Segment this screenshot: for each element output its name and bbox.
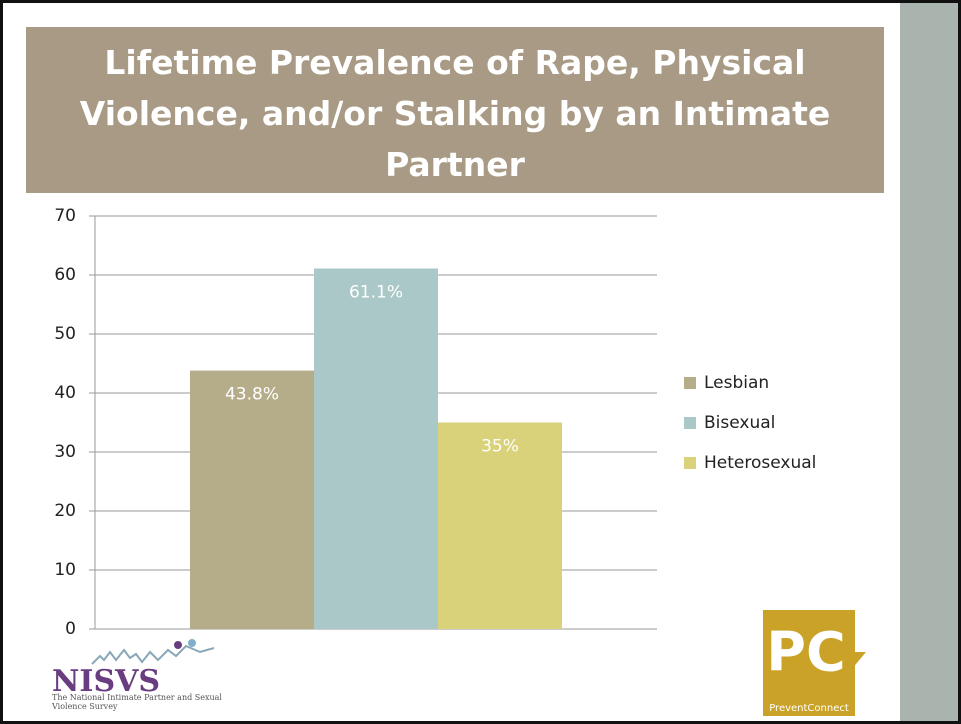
y-tick-label: 10 xyxy=(54,560,76,580)
nisvs-text: NISVS xyxy=(52,664,160,699)
bar xyxy=(314,268,438,629)
nisvs-logo: NISVS The National Intimate Partner and … xyxy=(52,639,222,711)
legend-swatch xyxy=(684,377,696,389)
legend-label: Bisexual xyxy=(704,413,775,433)
y-tick-label: 70 xyxy=(54,206,76,226)
y-tick-label: 0 xyxy=(65,619,76,639)
data-label: 61.1% xyxy=(349,283,403,303)
figure xyxy=(188,639,196,647)
bar xyxy=(438,422,562,629)
pc-text: PC xyxy=(766,621,845,684)
legend-swatch xyxy=(684,417,696,429)
y-tick-label: 20 xyxy=(54,501,76,521)
legend-label: Lesbian xyxy=(704,373,769,393)
data-label: 43.8% xyxy=(225,385,279,405)
y-tick-label: 60 xyxy=(54,265,76,285)
nisvs-caption-box: The National Intimate Partner and Sexual… xyxy=(52,693,222,711)
title-box: Lifetime Prevalence of Rape, Physical Vi… xyxy=(26,27,884,235)
y-tick-label: 30 xyxy=(54,442,76,462)
y-tick-label: 50 xyxy=(54,324,76,344)
figure xyxy=(174,641,182,649)
nisvs-caption: The National Intimate Partner and Sexual… xyxy=(52,693,222,711)
skyline xyxy=(91,644,215,665)
side-strip xyxy=(900,3,958,721)
legend-swatch xyxy=(684,457,696,469)
pc-logo: PC PreventConnect xyxy=(763,610,866,716)
y-tick-label: 40 xyxy=(54,383,76,403)
bar xyxy=(190,370,314,629)
data-label: 35% xyxy=(481,437,519,457)
pc-caption: PreventConnect xyxy=(769,703,849,714)
pc-badge xyxy=(763,610,855,716)
pc-arrow xyxy=(838,652,866,676)
legend-label: Heterosexual xyxy=(704,453,816,473)
chart-title: Lifetime Prevalence of Rape, Physical Vi… xyxy=(79,43,831,184)
